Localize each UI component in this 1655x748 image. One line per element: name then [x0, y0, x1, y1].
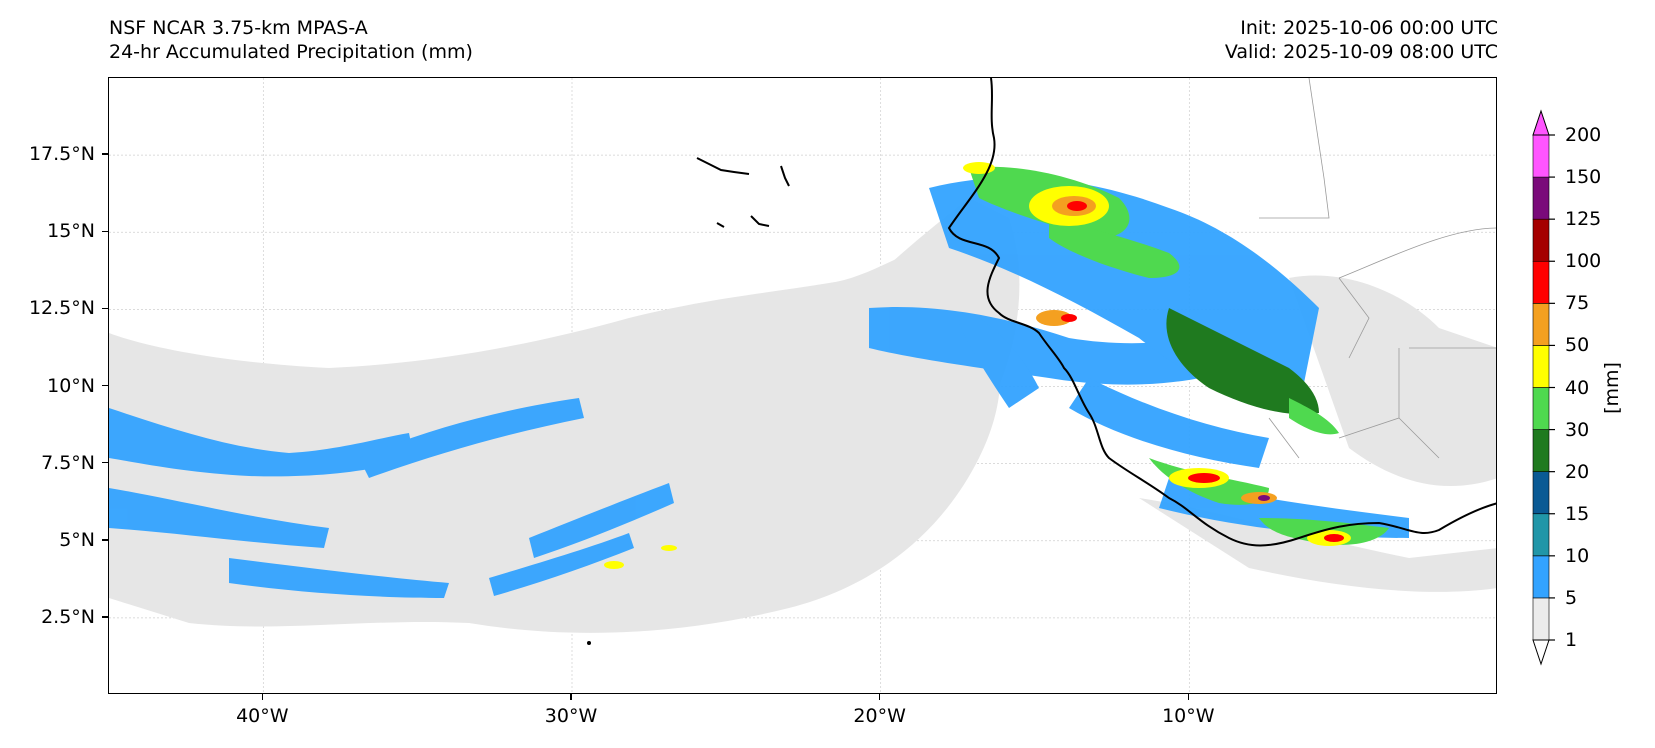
colorbar-tick-label: 125: [1565, 208, 1602, 231]
colorbar-ticks: [1549, 134, 1555, 641]
lat-tick: [102, 230, 108, 232]
lat-tick: [102, 153, 108, 155]
colorbar-boxes: [1532, 134, 1550, 641]
precip-light-band: [109, 198, 1496, 633]
lon-tick-label: 40°W: [236, 705, 289, 727]
lat-tick-label: 17.5°N: [28, 143, 95, 166]
colorbar-bottom-extend: [1532, 639, 1550, 666]
colorbar-swatch: [1532, 429, 1550, 472]
lat-tick-label: 10°N: [47, 374, 95, 397]
lat-tick-label: 5°N: [59, 528, 95, 551]
colorbar-tick-label: 30: [1565, 418, 1590, 441]
lat-tick-label: 2.5°N: [41, 605, 95, 628]
country-borders: [1259, 78, 1496, 459]
coastline: [696, 78, 1496, 547]
colorbar-top-extend: [1532, 109, 1550, 136]
lon-tick-label: 20°W: [853, 705, 906, 727]
lat-tick-label: 12.5°N: [28, 297, 95, 320]
colorbar-swatch: [1532, 260, 1550, 304]
colorbar-tick-label: 20: [1565, 460, 1590, 483]
colorbar-swatch: [1532, 387, 1550, 430]
colorbar-unit: [mm]: [1601, 362, 1623, 414]
colorbar-swatch: [1532, 513, 1550, 557]
colorbar-swatch: [1532, 218, 1550, 262]
title-field: 24-hr Accumulated Precipitation (mm): [109, 41, 473, 63]
colorbar-swatch: [1532, 176, 1550, 220]
lon-tick: [570, 694, 572, 700]
map-panel: [108, 77, 1497, 694]
time-info: Init: 2025-10-06 00:00 UTC Valid: 2025-1…: [1225, 16, 1498, 64]
lon-tick-label: 10°W: [1162, 705, 1215, 727]
init-time: Init: 2025-10-06 00:00 UTC: [1240, 17, 1498, 39]
map-canvas: [109, 78, 1496, 693]
colorbar-tick-label: 40: [1565, 376, 1590, 399]
colorbar-swatch: [1532, 555, 1550, 599]
colorbar-tick-label: 75: [1565, 292, 1590, 315]
lat-tick-label: 15°N: [47, 220, 95, 243]
lon-tick-label: 30°W: [544, 705, 598, 727]
lon-tick: [261, 694, 264, 700]
lat-tick: [102, 307, 108, 310]
colorbar-tick-label: 15: [1565, 502, 1590, 525]
lat-tick: [102, 616, 108, 618]
lat-tick-label: 7.5°N: [41, 451, 95, 474]
precip-extreme-cores: [604, 162, 1351, 569]
colorbar-tick-label: 200: [1565, 124, 1602, 146]
colorbar-tick-label: 50: [1565, 334, 1590, 357]
lat-tick: [102, 384, 108, 387]
colorbar-swatch: [1532, 303, 1550, 346]
colorbar-swatch: [1532, 134, 1550, 178]
lat-tick: [102, 539, 108, 541]
colorbar-swatch: [1532, 345, 1550, 388]
colorbar-tick-label: 150: [1565, 166, 1602, 189]
lon-tick: [1187, 694, 1190, 700]
colorbar-tick-label: 1: [1565, 629, 1578, 651]
title-model: NSF NCAR 3.75-km MPAS-A: [109, 17, 368, 39]
lat-tick: [102, 461, 108, 464]
colorbar-tick-label: 10: [1565, 544, 1590, 567]
plot-title: NSF NCAR 3.75-km MPAS-A 24-hr Accumulate…: [109, 16, 473, 64]
colorbar-swatch: [1532, 471, 1550, 515]
valid-time: Valid: 2025-10-09 08:00 UTC: [1224, 41, 1498, 63]
lon-tick: [878, 694, 881, 700]
colorbar-tick-label: 100: [1565, 250, 1602, 273]
colorbar-swatch: [1532, 597, 1550, 641]
colorbar-tick-label: 5: [1565, 586, 1578, 609]
island-dot: [587, 641, 591, 645]
